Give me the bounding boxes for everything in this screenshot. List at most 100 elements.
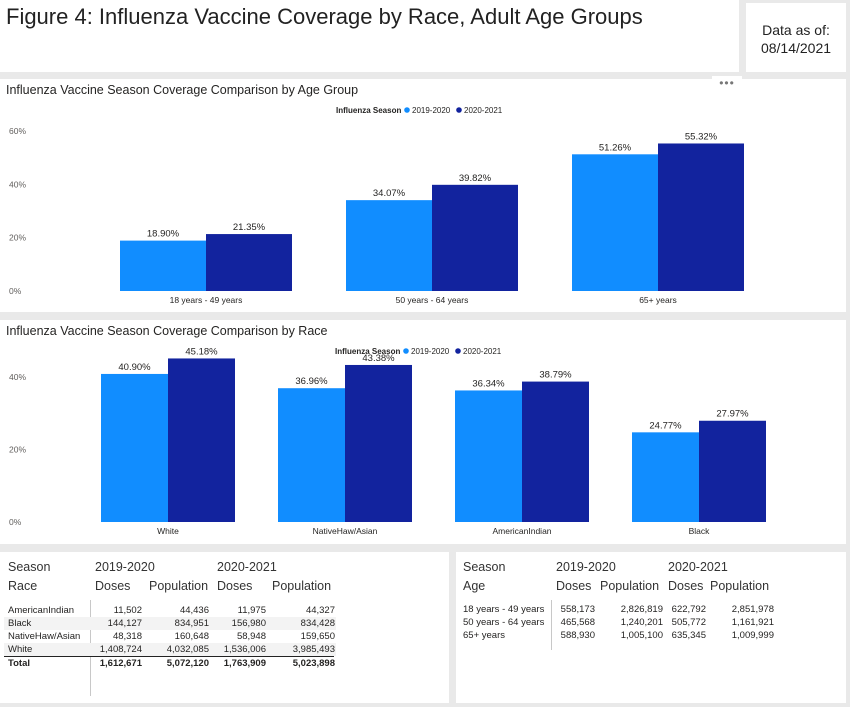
- table-cell: 1,009,999: [731, 630, 774, 641]
- bar: [346, 200, 432, 291]
- table-total-cell: 1,763,909: [223, 658, 266, 669]
- data-label: 36.34%: [472, 378, 505, 389]
- table-header-season-2020: 2020-2021: [217, 560, 277, 574]
- data-label: 40.90%: [118, 362, 151, 373]
- date-value: 08/14/2021: [760, 40, 832, 56]
- legend-label: 2020-2021: [463, 347, 502, 356]
- x-category-label: 50 years - 64 years: [396, 295, 469, 305]
- table-header-population: Population: [600, 579, 660, 593]
- table-header-doses: Doses: [556, 579, 592, 593]
- bar: [101, 373, 168, 522]
- table-cell: 505,772: [671, 617, 706, 628]
- table-cell: 11,975: [237, 605, 266, 616]
- table-cell: 44,327: [305, 605, 335, 616]
- table-cell: 159,650: [300, 631, 335, 642]
- table-row-stripe: [4, 617, 336, 630]
- legend-marker: [455, 348, 461, 354]
- bar: [455, 390, 522, 522]
- more-options-icon[interactable]: •••: [712, 76, 742, 90]
- table-cell: 834,951: [174, 618, 209, 629]
- table-cell: 156,980: [231, 618, 266, 629]
- bar: [206, 234, 292, 291]
- table-cell: 1,161,921: [731, 617, 774, 628]
- data-label: 55.32%: [685, 131, 718, 142]
- table-header-season-2020: 2020-2021: [668, 560, 728, 574]
- table-cell: 58,948: [236, 631, 266, 642]
- table-row-label: White: [8, 644, 33, 655]
- table-row-label: AmericanIndian: [8, 605, 75, 616]
- table-total-cell: 5,072,120: [166, 658, 209, 669]
- y-tick-label: 20%: [9, 445, 26, 455]
- table-total-cell: 1,612,671: [99, 658, 142, 669]
- table-cell: 1,240,201: [620, 617, 663, 628]
- page-title: Figure 4: Influenza Vaccine Coverage by …: [6, 4, 643, 29]
- table-cell: 635,345: [671, 630, 706, 641]
- table-header-age: Age: [463, 579, 486, 593]
- table-header-season-2019: 2019-2020: [95, 560, 155, 574]
- bar: [572, 154, 658, 291]
- table-row-label: 18 years - 49 years: [463, 604, 545, 615]
- table-header-season: Season: [463, 560, 506, 574]
- table-cell: 1,536,006: [223, 644, 266, 655]
- legend-label: 2019-2020: [411, 347, 450, 356]
- x-category-label: 18 years - 49 years: [170, 295, 243, 305]
- y-tick-label: 40%: [9, 179, 26, 189]
- x-category-label: AmericanIndian: [492, 526, 551, 536]
- x-category-label: White: [157, 526, 179, 536]
- data-label: 34.07%: [373, 188, 406, 199]
- race-chart-title: Influenza Vaccine Season Coverage Compar…: [6, 324, 328, 338]
- table-cell: 3,985,493: [292, 644, 335, 655]
- table-total-cell: 5,023,898: [292, 658, 335, 669]
- table-cell: 160,648: [174, 631, 209, 642]
- bar: [658, 143, 744, 291]
- bar: [699, 420, 766, 522]
- table-cell: 11,502: [113, 605, 142, 616]
- legend-title: Influenza Season: [335, 347, 400, 356]
- table-row-label: 50 years - 64 years: [463, 617, 545, 628]
- data-label: 24.77%: [649, 420, 682, 431]
- table-total-label: Total: [8, 658, 30, 669]
- legend-marker: [404, 107, 410, 113]
- data-label: 51.26%: [599, 142, 632, 153]
- y-tick-label: 0%: [9, 517, 22, 527]
- date-panel: Data as of: 08/14/2021: [746, 3, 846, 72]
- x-category-label: Black: [689, 526, 711, 536]
- bar: [278, 388, 345, 522]
- table-row-label: Black: [8, 618, 32, 629]
- table-header-population: Population: [149, 579, 209, 593]
- legend-marker: [456, 107, 462, 113]
- date-label: Data as of:: [762, 22, 830, 38]
- table-cell: 1,408,724: [99, 644, 142, 655]
- data-label: 45.18%: [185, 346, 218, 357]
- legend-label: 2020-2021: [464, 106, 503, 115]
- table-header-doses: Doses: [668, 579, 704, 593]
- y-tick-label: 0%: [9, 286, 22, 296]
- x-category-label: 65+ years: [639, 295, 677, 305]
- age-group-chart-panel[interactable]: Influenza Vaccine Season Coverage Compar…: [0, 76, 846, 312]
- data-label: 43.38%: [362, 353, 395, 364]
- bar: [168, 358, 235, 522]
- race-chart-panel[interactable]: Influenza Vaccine Season Coverage Compar…: [0, 320, 846, 544]
- table-header-season: Season: [8, 560, 51, 574]
- data-label: 21.35%: [233, 222, 266, 233]
- legend-title: Influenza Season: [336, 106, 401, 115]
- x-category-label: NativeHaw/Asian: [313, 526, 378, 536]
- bar: [432, 184, 518, 291]
- table-cell: 144,127: [107, 618, 142, 629]
- table-row-label: 65+ years: [463, 630, 505, 641]
- race-chart: Influenza Season 2019-2020 2020-2021 0% 20% 4…: [9, 346, 766, 536]
- legend-label: 2019-2020: [412, 106, 451, 115]
- table-header-population: Population: [710, 579, 770, 593]
- table-cell: 834,428: [300, 618, 335, 629]
- table-cell: 588,930: [560, 630, 595, 641]
- table-cell: 2,826,819: [620, 604, 663, 615]
- age-group-chart: Influenza Season 2019-2020 2020-2021 0% 20% 4…: [9, 106, 744, 305]
- table-cell: 558,173: [560, 604, 595, 615]
- table-cell: 48,318: [112, 631, 142, 642]
- table-header-race: Race: [8, 579, 38, 593]
- race-table-panel: Season 2019-2020 2020-2021 Race Doses Po…: [0, 552, 449, 703]
- y-tick-label: 40%: [9, 372, 26, 382]
- table-cell: 4,032,085: [166, 644, 209, 655]
- data-label: 36.96%: [295, 376, 328, 387]
- bar: [632, 432, 699, 522]
